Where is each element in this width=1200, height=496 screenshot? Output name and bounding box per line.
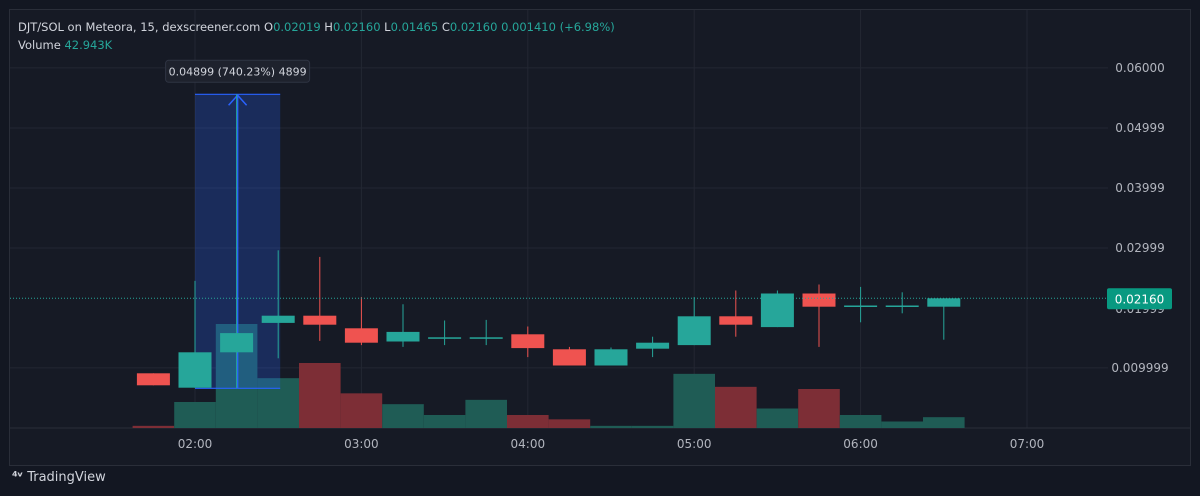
candle-body[interactable] — [636, 342, 670, 349]
candle-body[interactable] — [386, 331, 420, 342]
last-price-badge — [1107, 288, 1172, 310]
measure-tooltip-text: 0.04899 (740.23%) 4899 — [169, 65, 307, 78]
high-label: H — [324, 20, 333, 34]
candle-body[interactable] — [552, 349, 586, 366]
volume-bar — [465, 399, 507, 428]
candle-body[interactable] — [885, 305, 919, 308]
x-tick-label: 05:00 — [677, 437, 712, 451]
last-price-text: 0.02160 — [1115, 292, 1165, 306]
volume-bar — [798, 389, 840, 428]
volume-bar — [257, 378, 299, 428]
candle-body[interactable] — [344, 328, 378, 343]
y-tick-label: 0.03999 — [1115, 181, 1165, 195]
low-value: 0.01465 — [390, 20, 439, 34]
volume-bar — [340, 393, 383, 428]
volume-bar — [299, 363, 341, 428]
candle-body[interactable] — [594, 349, 628, 366]
x-tick-label: 03:00 — [344, 437, 379, 451]
volume-bar — [590, 425, 632, 428]
candle-body[interactable] — [261, 315, 295, 323]
x-tick-label: 07:00 — [1010, 437, 1045, 451]
candle-body[interactable] — [760, 293, 794, 328]
volume-bar — [923, 417, 965, 428]
candle-body[interactable] — [802, 293, 836, 307]
volume-bar — [881, 421, 923, 428]
candle-body[interactable] — [927, 298, 961, 307]
close-value: 0.02160 — [449, 20, 498, 34]
high-value: 0.02160 — [332, 20, 381, 34]
volume-value: 42.943K — [64, 38, 113, 52]
pair-title: DJT/SOL on Meteora, 15, dexscreener.com — [18, 20, 261, 34]
volume-bar — [548, 419, 591, 428]
y-tick-label: 0.06000 — [1115, 61, 1165, 75]
arrow-up-icon — [228, 94, 248, 106]
candle-body[interactable] — [136, 373, 170, 386]
candle-body[interactable] — [303, 315, 337, 325]
candle-body[interactable] — [511, 334, 545, 349]
watermark-text: TradingView — [27, 470, 106, 485]
x-tick-label: 04:00 — [511, 437, 546, 451]
candle-body[interactable] — [677, 316, 711, 346]
y-tick-label: 0.02999 — [1115, 241, 1165, 255]
candle-body[interactable] — [844, 305, 878, 308]
change-value: 0.001410 (+6.98%) — [501, 20, 615, 34]
volume-bar — [715, 386, 757, 428]
measure-tooltip — [165, 59, 311, 83]
volume-bar — [423, 415, 466, 428]
close-label: C — [441, 20, 450, 34]
ohlc-row: DJT/SOL on Meteora, 15, dexscreener.com … — [18, 18, 615, 36]
volume-bar — [132, 425, 175, 428]
candle-body[interactable] — [220, 333, 254, 353]
open-label: O — [264, 20, 274, 34]
x-tick-label: 02:00 — [178, 437, 213, 451]
chart-frame[interactable] — [9, 9, 1191, 466]
y-tick-label: 0.009999 — [1111, 361, 1168, 375]
volume-bar — [673, 373, 715, 428]
volume-bar — [631, 425, 674, 428]
tradingview-logo-icon: ⁴ᵛ — [12, 470, 23, 485]
x-tick-label: 06:00 — [843, 437, 878, 451]
volume-row: Volume 42.943K — [18, 36, 615, 54]
candle-body[interactable] — [719, 316, 753, 325]
volume-bar — [839, 415, 882, 428]
candle-body[interactable] — [428, 337, 462, 339]
volume-bar — [507, 415, 549, 428]
volume-label: Volume — [18, 38, 61, 52]
chart-legend: DJT/SOL on Meteora, 15, dexscreener.com … — [18, 18, 615, 54]
open-value: 0.02019 — [273, 20, 321, 34]
y-tick-label: 0.04999 — [1115, 121, 1165, 135]
candle-body[interactable] — [469, 337, 503, 339]
low-label: L — [384, 20, 391, 34]
candle-body[interactable] — [178, 352, 212, 388]
volume-bar — [382, 404, 424, 428]
tradingview-watermark[interactable]: ⁴ᵛ TradingView — [12, 470, 106, 485]
volume-bar — [174, 402, 216, 428]
volume-bar — [756, 408, 799, 428]
